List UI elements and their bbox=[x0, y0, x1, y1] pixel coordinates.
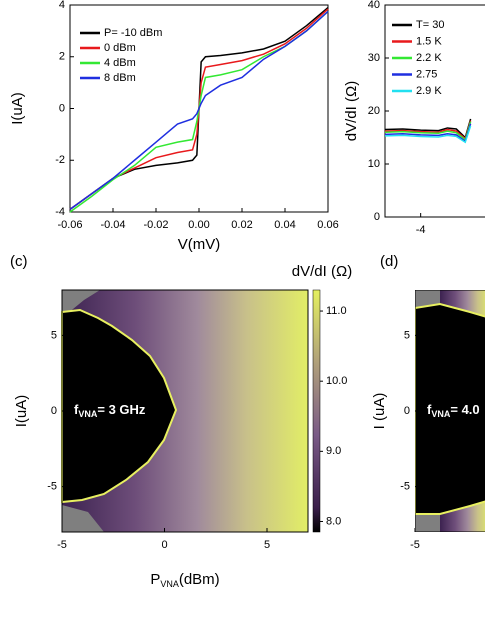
line-series bbox=[385, 125, 472, 144]
plot-area bbox=[69, 7, 329, 213]
plot-frame bbox=[69, 4, 329, 213]
x-tick-label: 0 bbox=[161, 539, 167, 551]
line-series bbox=[385, 118, 472, 139]
y-tick-label: 0 bbox=[404, 405, 410, 417]
y-tick-label: -2 bbox=[55, 154, 65, 166]
heatmap-black-region bbox=[61, 308, 178, 504]
x-axis-label-tail: (dBm) bbox=[179, 571, 220, 588]
x-tick-label: -0.04 bbox=[100, 219, 125, 231]
y-tick-label: 5 bbox=[404, 329, 410, 341]
legend-label: 2.9 K bbox=[416, 85, 442, 97]
x-tick-label: 0.00 bbox=[188, 219, 209, 231]
y-tick-label: 0 bbox=[374, 211, 380, 223]
legend-label: P= -10 dBm bbox=[104, 27, 162, 39]
heatmap-black-region bbox=[415, 302, 485, 515]
x-axis-label-sub: VNA bbox=[160, 579, 179, 589]
x-tick-label: -5 bbox=[410, 539, 420, 551]
x-tick-label: 0.06 bbox=[317, 219, 338, 231]
x-tick-label: -5 bbox=[57, 539, 67, 551]
y-axis-label: I(uA) bbox=[13, 395, 30, 428]
x-tick-label: -0.06 bbox=[57, 219, 82, 231]
heatmap-d bbox=[415, 290, 485, 532]
y-tick-label: 40 bbox=[368, 0, 380, 11]
y-tick-label: 0 bbox=[59, 102, 65, 114]
annotation: fVNA= 4.0 bbox=[427, 402, 480, 419]
y-axis-label: I(uA) bbox=[9, 92, 26, 125]
legend-label: 0 dBm bbox=[104, 42, 136, 54]
legend-label: 4 dBm bbox=[104, 57, 136, 69]
annotation-main: f bbox=[427, 402, 432, 417]
annotation-sub: VNA bbox=[431, 409, 451, 419]
legend-label: 1.5 K bbox=[416, 35, 442, 47]
legend-label: 2.75 bbox=[416, 68, 437, 80]
x-tick-label: -4 bbox=[416, 224, 426, 236]
line-series bbox=[69, 10, 329, 211]
y-tick-label: 30 bbox=[368, 52, 380, 64]
y-tick-label: 5 bbox=[51, 329, 57, 341]
x-tick-label: -0.02 bbox=[143, 219, 168, 231]
y-axis-label: dV/dI (Ω) bbox=[343, 81, 360, 141]
colorbar-tick-label: 9.0 bbox=[326, 445, 341, 457]
line-series bbox=[385, 123, 472, 143]
legend-label: 2.2 K bbox=[416, 52, 442, 64]
y-tick-label: -5 bbox=[400, 481, 410, 493]
x-tick-label: 5 bbox=[264, 539, 270, 551]
line-series bbox=[385, 120, 472, 140]
annotation-main: f bbox=[74, 402, 79, 417]
legend-label: 8 dBm bbox=[104, 72, 136, 84]
annotation-tail: = 4.0 bbox=[450, 402, 479, 417]
heatmap-c bbox=[61, 289, 321, 533]
panel-label: (c) bbox=[10, 253, 28, 270]
annotation-sub: VNA bbox=[78, 409, 98, 419]
y-tick-label: -4 bbox=[55, 206, 65, 218]
x-axis-label: PVNA(dBm) bbox=[150, 571, 219, 589]
plot-frame bbox=[384, 4, 485, 218]
colorbar-tick-label: 11.0 bbox=[326, 305, 347, 317]
legend-label: T= 30 bbox=[416, 19, 444, 31]
line-series bbox=[385, 121, 472, 141]
x-axis-label: V(mV) bbox=[178, 236, 221, 253]
y-tick-label: 4 bbox=[59, 0, 65, 11]
colorbar bbox=[312, 289, 321, 533]
x-axis-label-main: P bbox=[150, 571, 160, 588]
y-tick-label: 10 bbox=[368, 158, 380, 170]
annotation-tail: = 3 GHz bbox=[97, 402, 146, 417]
y-axis-label: I (uA) bbox=[371, 393, 388, 430]
colorbar-tick-label: 8.0 bbox=[326, 515, 341, 527]
y-tick-label: 0 bbox=[51, 405, 57, 417]
plot-area bbox=[385, 118, 472, 144]
y-tick-label: -5 bbox=[47, 481, 57, 493]
colorbar-tick-label: 10.0 bbox=[326, 375, 347, 387]
colorbar-label: dV/dI (Ω) bbox=[292, 263, 352, 280]
y-tick-label: 20 bbox=[368, 105, 380, 117]
annotation: fVNA= 3 GHz bbox=[74, 402, 146, 419]
y-tick-label: 2 bbox=[59, 51, 65, 63]
x-tick-label: 0.04 bbox=[274, 219, 295, 231]
x-tick-label: 0.02 bbox=[231, 219, 252, 231]
panel-label: (d) bbox=[380, 253, 398, 270]
